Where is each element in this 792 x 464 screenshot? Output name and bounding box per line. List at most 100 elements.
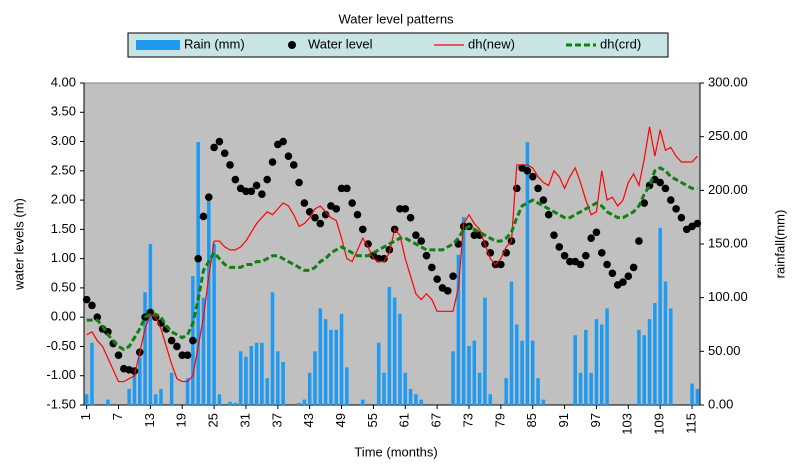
rain-bar [594, 319, 599, 405]
x-tick-label: 25 [206, 413, 221, 427]
x-tick-label: 49 [333, 413, 348, 427]
water-level-point [114, 351, 123, 360]
rain-bar [106, 399, 110, 405]
water-level-point [406, 213, 415, 222]
water-level-point [603, 260, 611, 269]
rain-bar [472, 340, 477, 405]
rain-bar [207, 201, 211, 405]
water-level-point [348, 199, 356, 207]
rain-bar [244, 356, 248, 405]
rain-bar [520, 340, 524, 405]
water-level-point [539, 196, 548, 204]
y2-tick-label: 100.00 [708, 289, 748, 304]
rain-bar [536, 378, 540, 405]
rain-bar [276, 351, 280, 405]
rain-bar [228, 401, 232, 405]
water-level-point [189, 336, 197, 345]
water-level-point [226, 161, 234, 169]
x-tick-label: 109 [652, 413, 667, 435]
rain-bar [578, 372, 583, 405]
water-level-point [693, 219, 702, 228]
rain-bar [313, 351, 317, 405]
y2-tick-label: 200.00 [708, 182, 748, 197]
y-tick-label: -1.50 [46, 396, 76, 411]
y-tick-label: 1.50 [51, 221, 76, 236]
rain-bar [414, 394, 418, 405]
water-level-point [608, 269, 617, 278]
water-level-point [412, 231, 420, 240]
y-tick-label: 3.50 [51, 104, 76, 119]
x-tick-label: 115 [683, 413, 698, 434]
water-level-point [178, 351, 187, 360]
x-tick-label: 55 [365, 413, 380, 427]
y-tick-label: -1.00 [46, 367, 76, 382]
water-level-point [422, 251, 431, 260]
rain-bar [302, 399, 307, 405]
y-axis-label: water levels (m) [11, 198, 26, 291]
y-tick-label: 2.00 [51, 192, 76, 207]
rain-bar [467, 345, 471, 405]
y2-tick-label: 150.00 [708, 235, 748, 250]
water-level-point [624, 272, 633, 281]
rain-bar [663, 281, 668, 405]
water-level-point [619, 278, 627, 286]
rain-bar [185, 378, 190, 405]
water-level-point [523, 167, 532, 175]
rain-bar [159, 388, 163, 405]
x-tick-label: 103 [620, 413, 635, 435]
rain-bar [695, 388, 700, 405]
water-level-point [640, 199, 649, 207]
water-level-point [512, 184, 521, 193]
water-level-point [199, 212, 208, 221]
rain-bar [138, 356, 142, 405]
water-level-point [305, 208, 314, 216]
water-level-point [289, 161, 298, 169]
water-level-point [300, 199, 309, 207]
water-level-point [534, 184, 542, 193]
water-level-point [592, 228, 601, 237]
rain-bar [451, 351, 455, 405]
water-level-point [252, 181, 261, 190]
water-level-point [231, 175, 240, 184]
water-level-point [82, 295, 91, 304]
water-level-point [183, 351, 192, 360]
rain-bar [515, 324, 519, 405]
water-level-point [242, 187, 250, 196]
water-level-point [364, 240, 372, 248]
water-level-point [93, 313, 102, 321]
x-tick-label: 79 [492, 413, 507, 427]
rain-bar [169, 372, 174, 405]
water-level-point [396, 205, 404, 213]
water-level-point [321, 210, 330, 219]
water-level-point [666, 196, 675, 204]
rain-bar [254, 342, 259, 405]
y-tick-label: 4.00 [51, 74, 76, 89]
water-level-point [210, 143, 218, 152]
x-tick-label: 19 [174, 413, 189, 427]
rain-bar [318, 308, 323, 405]
water-level-point [677, 213, 686, 222]
legend-label: Water level [308, 36, 373, 51]
rain-bar [456, 254, 461, 405]
y2-tick-label: 50.00 [708, 343, 741, 358]
water-level-point [215, 137, 224, 146]
rain-bar [329, 329, 333, 405]
rain-bar [541, 399, 546, 405]
water-level-point [258, 190, 266, 199]
rain-bar [488, 394, 492, 405]
water-level-point [544, 210, 553, 219]
water-level-point [587, 234, 595, 242]
water-level-point [576, 260, 585, 269]
rain-bar [212, 244, 216, 405]
x-tick-label: 67 [429, 413, 444, 427]
legend-label: Rain (mm) [184, 36, 245, 51]
water-level-point [443, 287, 452, 295]
water-level-point [380, 254, 388, 263]
rain-bar [525, 142, 530, 406]
water-level-point [582, 251, 590, 260]
water-level-point [635, 237, 643, 245]
y2-tick-label: 250.00 [708, 128, 748, 143]
rain-bar [323, 319, 328, 405]
rain-bar [589, 372, 593, 405]
